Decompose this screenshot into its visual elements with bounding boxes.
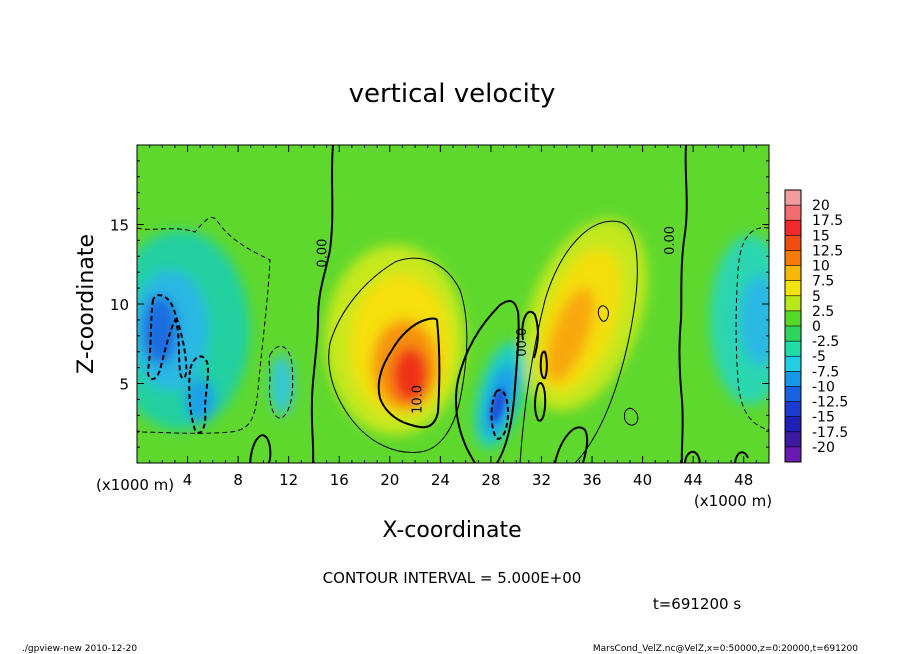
colorbar-swatch (785, 401, 801, 418)
contour-five-6 (554, 426, 589, 463)
colorbar-swatch (785, 220, 801, 236)
contour-neg-ten-3 (490, 389, 510, 440)
contour-label: 0.00 (316, 239, 331, 268)
colorbar-swatch (785, 295, 801, 312)
x-tick-label: 16 (330, 471, 349, 489)
footer-right: MarsCond_VelZ.nc@VelZ,x=0:50000,z=0:2000… (593, 644, 858, 654)
colorbar-swatch (785, 265, 801, 282)
colorbar-swatch (785, 205, 801, 221)
x-tick-label: 12 (279, 471, 298, 489)
x-tick-label: 4 (183, 471, 193, 489)
contour-five-7 (684, 450, 701, 463)
contour-neg-ten-1 (146, 294, 188, 380)
contour-ten-1 (377, 317, 441, 429)
contour-five-1 (328, 257, 468, 453)
colorbar-swatch (785, 416, 801, 433)
contour-zero-1 (310, 145, 334, 463)
chart-title: vertical velocity (349, 79, 556, 109)
colorbar-label: 10 (812, 259, 830, 275)
colorbar-swatch (785, 341, 801, 357)
x-axis: 4 8 12 16 20 24 28 32 36 40 44 48 (149, 145, 757, 489)
contour-neg-five-2 (268, 345, 294, 419)
y-axis: 5 10 15 (110, 160, 769, 448)
x-axis-label: X-coordinate (382, 518, 521, 543)
contour-five-3 (597, 305, 609, 322)
colorbar-label: -10 (812, 379, 835, 395)
contour-five-5 (249, 434, 272, 463)
contour-labels: 0.00 10.0 0.00 0.00 (316, 226, 679, 414)
colorbar-label: -15 (812, 410, 835, 426)
x-unit-label-left: (x1000 m) (96, 476, 174, 494)
x-unit-label-right: (x1000 m) (694, 492, 772, 510)
x-tick-label: 8 (233, 471, 243, 489)
contour-zero-4 (521, 310, 539, 359)
colorbar-swatch (785, 386, 801, 403)
x-tick-label: 36 (582, 471, 601, 489)
y-tick-label: 10 (110, 296, 129, 314)
colorbar-swatch (785, 431, 801, 448)
x-tick-label: 48 (734, 471, 753, 489)
contour-zero-3 (455, 299, 520, 463)
y-tick-label: 5 (119, 376, 129, 394)
colorbar-swatch (785, 235, 801, 251)
colorbar-label: -20 (812, 440, 835, 456)
colorbar-label: 5 (812, 289, 821, 305)
x-tick-label: 32 (532, 471, 551, 489)
contour-neg-ten-2 (188, 355, 209, 434)
contour-five-2 (519, 220, 638, 463)
x-tick-label: 28 (481, 471, 500, 489)
colorbar-swatch (785, 190, 801, 206)
colorbar-label: -5 (812, 349, 826, 365)
colorbar-label: 20 (812, 198, 830, 214)
footer-left: ./gpview-new 2010-12-20 (22, 644, 137, 654)
y-axis-label: Z-coordinate (74, 234, 99, 374)
contour-zero-2 (678, 145, 688, 463)
colorbar-label: 0 (812, 319, 821, 335)
colorbar-label: -2.5 (812, 334, 839, 350)
colorbar-swatch (785, 326, 801, 342)
contour-lines (137, 145, 769, 463)
x-tick-label: 24 (431, 471, 450, 489)
updraft-1-core (392, 347, 428, 403)
updraft-2-core (545, 287, 595, 383)
left-downdraft-lower (185, 378, 215, 422)
colorbar-label: 7.5 (812, 274, 834, 290)
centre-downdraft-core (490, 387, 506, 423)
colorbar-swatch (785, 310, 801, 327)
right-downdraft (740, 275, 769, 365)
contour-label: 0.00 (663, 226, 678, 255)
contour-pos-five-small-2 (539, 350, 548, 380)
mid-left-downdraft (270, 355, 294, 415)
contour-five-4 (623, 407, 639, 426)
colorbar-label: 17.5 (812, 213, 843, 229)
colorbar-swatch (785, 371, 801, 387)
colorbar-swatch (785, 250, 801, 267)
contour-pos-five-small (534, 382, 547, 422)
colorbar-label: 15 (812, 228, 830, 244)
time-text: t=691200 s (653, 595, 741, 613)
colorbar-swatch (785, 446, 801, 463)
contour-label: 0.00 (512, 328, 527, 357)
colorbar-label: -7.5 (812, 364, 839, 380)
x-tick-label: 20 (380, 471, 399, 489)
colorbar-swatch (785, 356, 801, 372)
contour-interval-text: CONTOUR INTERVAL = 5.000E+00 (323, 569, 582, 587)
colorbar-label: -12.5 (812, 395, 848, 411)
colorbar-label: -17.5 (812, 425, 848, 441)
x-tick-label: 40 (633, 471, 652, 489)
colorbar: 2017.51512.5107.552.50-2.5-5-7.5-10-12.5… (784, 189, 848, 463)
colorbar-swatch (785, 280, 801, 297)
y-tick-label: 15 (110, 217, 129, 235)
x-tick-label: 44 (684, 471, 703, 489)
contour-neg-five-1 (137, 217, 271, 434)
contour-neg-five-3 (735, 227, 769, 431)
contour-five-8 (734, 451, 749, 463)
colorbar-label: 2.5 (812, 304, 834, 320)
contour-label: 10.0 (410, 385, 425, 414)
colorbar-label: 12.5 (812, 243, 843, 259)
plot-field: 0.00 10.0 0.00 0.00 (137, 145, 769, 463)
